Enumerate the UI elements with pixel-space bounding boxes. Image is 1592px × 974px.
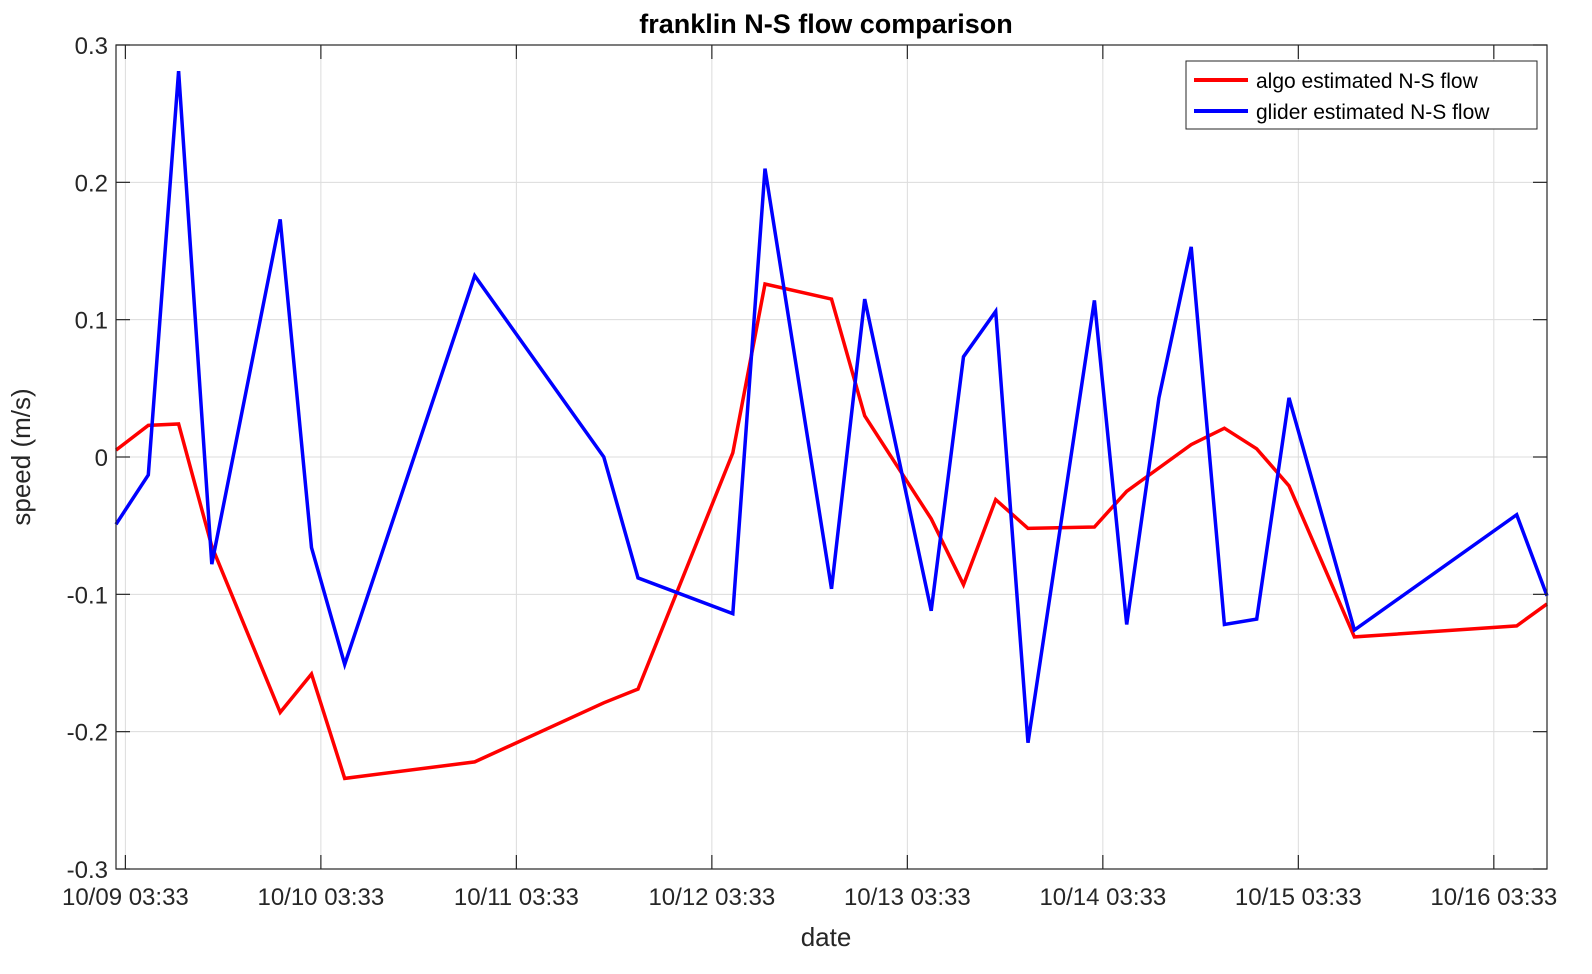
x-tick-label: 10/15 03:33 <box>1235 884 1362 911</box>
series-line-algo <box>114 281 1549 781</box>
series-line-glider <box>114 70 1549 743</box>
x-tick-label: 10/10 03:33 <box>257 884 384 911</box>
legend-label-algo: algo estimated N-S flow <box>1256 70 1479 93</box>
y-tick-label: -0.2 <box>67 720 108 747</box>
y-tick-label: 0.1 <box>75 308 108 335</box>
y-tick-label: -0.1 <box>67 582 108 609</box>
x-tick-label: 10/12 03:33 <box>648 884 775 911</box>
y-tick-label: 0 <box>95 445 108 472</box>
axis-ticks: 10/09 03:33 10/10 03:33 10/11 03:33 10/12 0… <box>62 33 1557 911</box>
y-axis-label: speed (m/s) <box>6 388 36 525</box>
legend-label-glider: glider estimated N-S flow <box>1256 101 1490 124</box>
legend: algo estimated N-S flow glider estimated… <box>1185 60 1538 130</box>
y-tick-label: -0.3 <box>67 857 108 884</box>
y-tick-label: 0.2 <box>75 170 108 197</box>
x-tick-label: 10/09 03:33 <box>62 884 189 911</box>
x-axis-label: date <box>801 922 852 952</box>
legend-box <box>1185 60 1538 130</box>
y-tick-label: 0.3 <box>75 33 108 60</box>
x-tick-label: 10/16 03:33 <box>1430 884 1557 911</box>
x-tick-label: 10/13 03:33 <box>844 884 971 911</box>
series-lines <box>114 70 1549 781</box>
x-tick-label: 10/11 03:33 <box>454 884 579 911</box>
chart-title: franklin N-S flow comparison <box>639 9 1013 39</box>
grid <box>116 44 1547 870</box>
x-tick-label: 10/14 03:33 <box>1039 884 1166 911</box>
